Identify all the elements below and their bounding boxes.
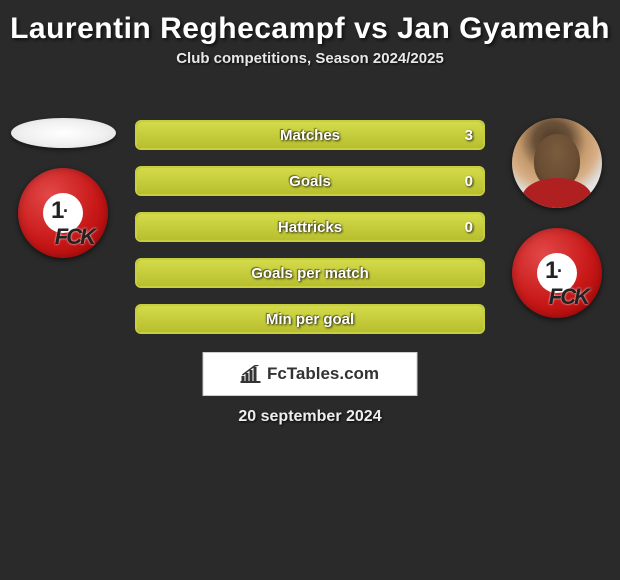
branding-text: FcTables.com — [267, 364, 379, 384]
stat-row: Hattricks0 — [135, 212, 485, 242]
stat-bar-fill-right — [310, 260, 483, 286]
page-title: Laurentin Reghecampf vs Jan Gyamerah — [0, 0, 620, 50]
stat-bar-track: Hattricks0 — [135, 212, 485, 242]
stat-bar-right-value: 0 — [465, 168, 473, 194]
player-photo-icon — [512, 118, 602, 208]
club-logo-dot: . — [63, 196, 68, 217]
stat-row: Matches3 — [135, 120, 485, 150]
stat-bar-track: Matches3 — [135, 120, 485, 150]
club-logo-fck-text: FCK — [55, 224, 94, 250]
stat-row: Goals per match — [135, 258, 485, 288]
stat-bar-track: Goals0 — [135, 166, 485, 196]
right-player-column: 1 . FCK — [502, 118, 612, 318]
stat-row: Min per goal — [135, 304, 485, 334]
stat-bars: Matches3 Goals0 Hattricks0 Goals per match M… — [135, 120, 485, 334]
stat-bar-right-value: 3 — [465, 122, 473, 148]
stat-bar-fill-right — [310, 214, 483, 240]
stat-bar-fill-left — [137, 168, 310, 194]
left-player-column: 1 . FCK — [8, 118, 118, 258]
stat-bar-right-value: 0 — [465, 214, 473, 240]
club-logo-dot: . — [557, 256, 562, 277]
stat-bar-fill-left — [137, 306, 310, 332]
player-placeholder-icon — [11, 118, 116, 148]
club-logo-fck-text: FCK — [549, 284, 588, 310]
stat-bar-fill-right — [310, 168, 483, 194]
stat-row: Goals0 — [135, 166, 485, 196]
stat-bar-fill-left — [137, 260, 310, 286]
stat-bar-track: Goals per match — [135, 258, 485, 288]
stat-bar-fill-right — [137, 122, 483, 148]
club-logo-left: 1 . FCK — [18, 168, 108, 258]
chart-icon — [241, 365, 261, 383]
stat-bar-fill-left — [137, 214, 310, 240]
branding-box: FcTables.com — [203, 352, 418, 396]
date-line: 20 september 2024 — [0, 408, 620, 426]
stat-bar-fill-right — [310, 306, 483, 332]
stat-bar-track: Min per goal — [135, 304, 485, 334]
page-subtitle: Club competitions, Season 2024/2025 — [0, 50, 620, 67]
club-logo-right: 1 . FCK — [512, 228, 602, 318]
